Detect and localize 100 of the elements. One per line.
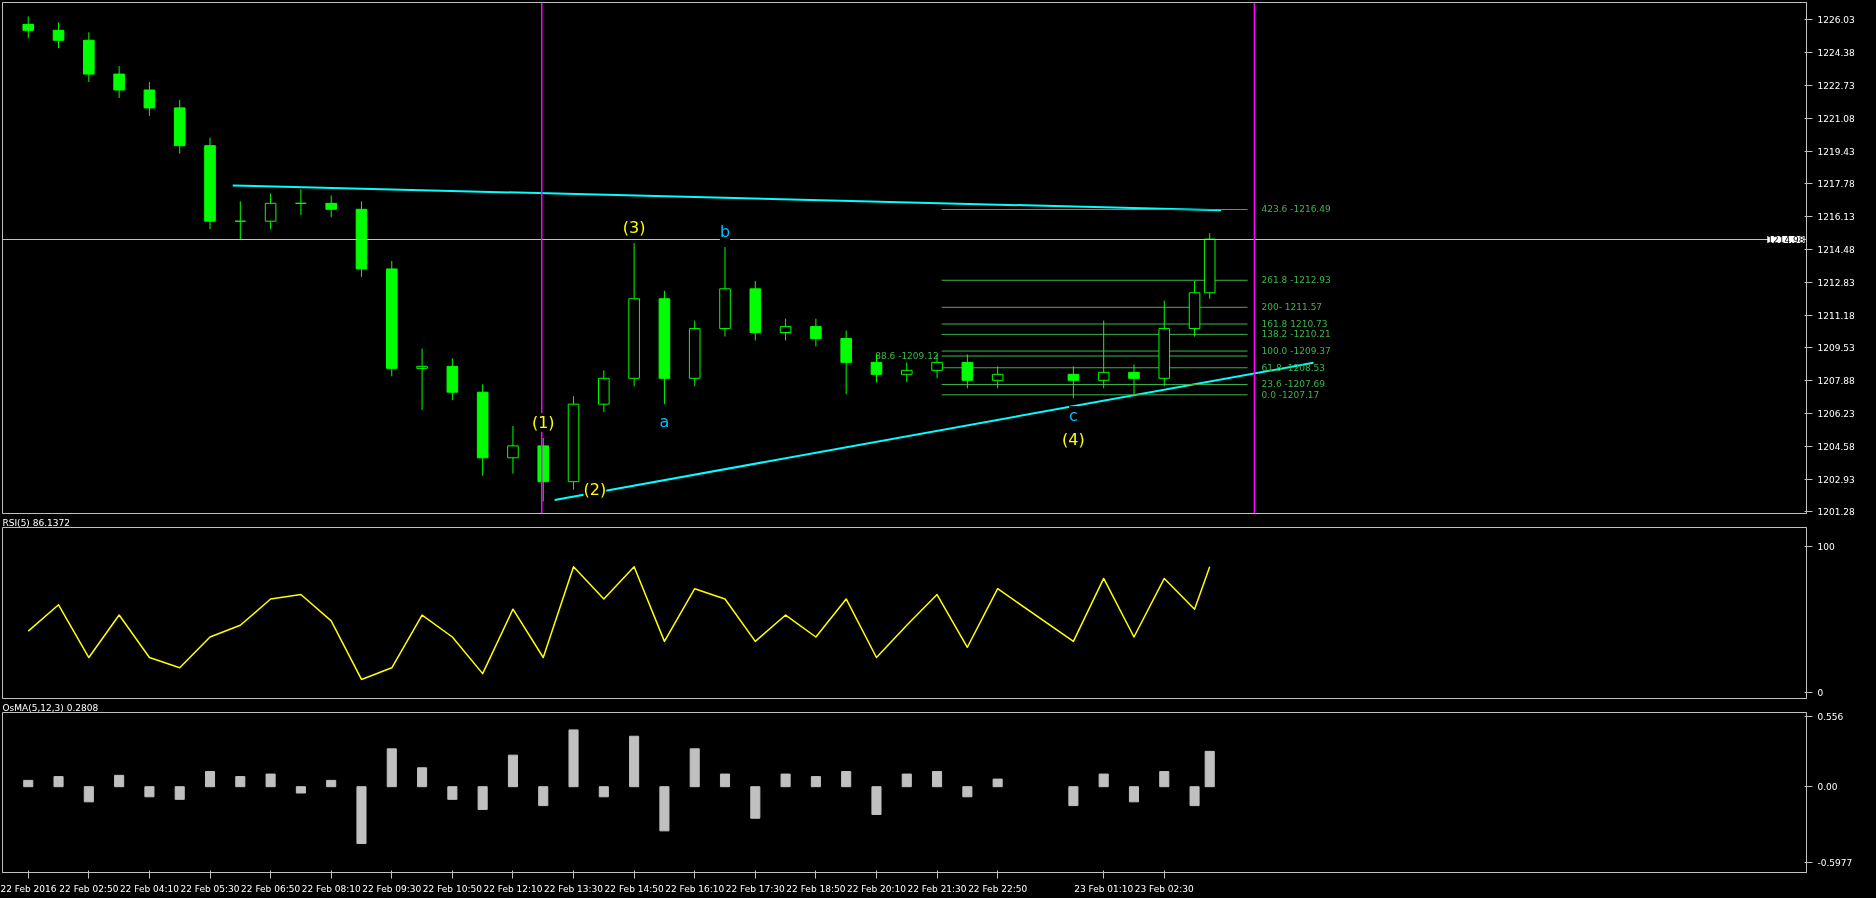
bar — [962, 786, 973, 798]
y-tick-label: -0.5977 — [1817, 857, 1853, 868]
bar — [780, 773, 791, 788]
bar — [507, 754, 518, 788]
chart-title: OsMA(5,12,3) 0.2808 — [2, 702, 99, 713]
x-tick-label: 22 Feb 06:50 — [241, 883, 301, 894]
x-tick-label: 22 Feb 12:10 — [483, 883, 543, 894]
bar — [326, 779, 337, 788]
bar — [810, 776, 821, 788]
annotation: a — [659, 412, 670, 432]
candlestick — [1128, 363, 1140, 397]
bar — [932, 771, 943, 788]
y-tick-label: 1206.23 — [1817, 408, 1855, 419]
bar — [568, 729, 579, 788]
bar — [174, 786, 185, 800]
y-tick-label: 0 — [1817, 688, 1824, 699]
chart-title: RSI(5) 86.1372 — [2, 517, 70, 528]
y-tick-label: 0.556 — [1817, 712, 1844, 723]
bar — [1189, 786, 1200, 807]
y-tick-label: 1202.93 — [1817, 474, 1855, 485]
x-tick-label: 22 Feb 22:50 — [968, 883, 1028, 894]
x-tick-label: 22 Feb 21:30 — [907, 883, 967, 894]
series-label: 423.6 -1216.49 — [1261, 204, 1331, 215]
x-tick-label: 22 Feb 08:10 — [301, 883, 361, 894]
bar — [386, 748, 397, 788]
candlestick — [234, 200, 247, 240]
annotation: (4) — [1062, 430, 1085, 450]
candlestick — [1067, 365, 1080, 399]
bar — [659, 786, 670, 832]
y-tick-label: 1204.58 — [1817, 441, 1855, 452]
y-tick-label: 1209.53 — [1817, 343, 1855, 354]
series-label: 200- 1211.57 — [1261, 302, 1323, 313]
x-tick-label: 22 Feb 17:30 — [725, 883, 786, 894]
bar — [265, 773, 276, 788]
bar — [417, 767, 428, 788]
candlestick — [113, 65, 125, 99]
annotation: (1) — [531, 412, 555, 432]
bar — [235, 776, 246, 788]
y-tick-label: 1226.03 — [1817, 15, 1855, 26]
bar — [871, 786, 882, 815]
y-tick-label: 1212.83 — [1817, 277, 1855, 288]
bar — [204, 771, 216, 788]
series-label: 100.0 -1209.37 — [1261, 346, 1331, 357]
candlestick — [840, 330, 852, 395]
bar — [538, 786, 549, 807]
candlestick — [507, 425, 519, 475]
candlestick — [810, 318, 822, 347]
y-tick-label: 1214.48 — [1817, 244, 1855, 255]
bar — [1068, 786, 1079, 807]
bar — [144, 786, 155, 798]
series-label: 0.0 -1207.17 — [1261, 389, 1320, 400]
bar — [598, 786, 609, 798]
candlestick — [325, 194, 337, 218]
bar — [1128, 786, 1140, 803]
bar — [719, 773, 731, 788]
annotation: c — [1068, 406, 1078, 426]
x-tick-label: 22 Feb 2016 — [0, 883, 57, 894]
bar — [1159, 771, 1170, 788]
y-tick-label: 1201.28 — [1817, 507, 1855, 518]
bar — [992, 778, 1003, 788]
y-tick-label: 1216.13 — [1817, 212, 1855, 223]
y-tick-label: 1217.78 — [1817, 179, 1855, 190]
y-tick-label: 100 — [1817, 541, 1835, 552]
bar — [1098, 773, 1109, 788]
x-tick-label: 22 Feb 14:50 — [604, 883, 664, 894]
y-tick-label: 1222.73 — [1817, 80, 1855, 91]
candlestick — [1097, 320, 1110, 389]
bar — [689, 748, 700, 788]
candlestick — [991, 365, 1004, 389]
x-tick-label: 22 Feb 02:50 — [59, 883, 119, 894]
bar — [477, 786, 488, 810]
annotation: (3) — [622, 218, 646, 238]
x-tick-label: 22 Feb 18:50 — [786, 883, 846, 894]
y-tick-label: 0.00 — [1817, 782, 1838, 793]
x-tick-label: 22 Feb 10:50 — [422, 883, 483, 894]
candlestick — [52, 21, 65, 49]
y-tick-label: 1224.38 — [1817, 48, 1855, 59]
bar — [295, 786, 306, 794]
x-tick-label: 22 Feb 04:10 — [119, 883, 180, 894]
candlestick — [779, 318, 792, 342]
x-tick-label: 22 Feb 13:30 — [544, 883, 604, 894]
annotation: b — [719, 222, 731, 242]
candlestick — [295, 188, 307, 216]
bar — [114, 774, 125, 788]
line-series — [27, 565, 1211, 681]
bar — [841, 771, 852, 788]
candlestick — [900, 361, 913, 383]
bar — [83, 786, 94, 803]
y-tick-label: 1211.18 — [1817, 310, 1855, 321]
x-tick-label: 23 Feb 02:30 — [1134, 883, 1195, 894]
x-tick-label: 22 Feb 20:10 — [846, 883, 907, 894]
ref-line-label: 1214.98 — [1767, 235, 1805, 246]
series-label: 261.8 -1212.93 — [1261, 275, 1331, 286]
series-label: 138.2 -1210.21 — [1261, 329, 1331, 340]
x-tick-label: 22 Feb 09:30 — [362, 883, 422, 894]
annotation: (2) — [583, 480, 607, 500]
x-tick-label: 22 Feb 05:30 — [180, 883, 240, 894]
bar — [629, 735, 640, 788]
bar — [1204, 750, 1215, 788]
candlestick — [143, 81, 156, 117]
